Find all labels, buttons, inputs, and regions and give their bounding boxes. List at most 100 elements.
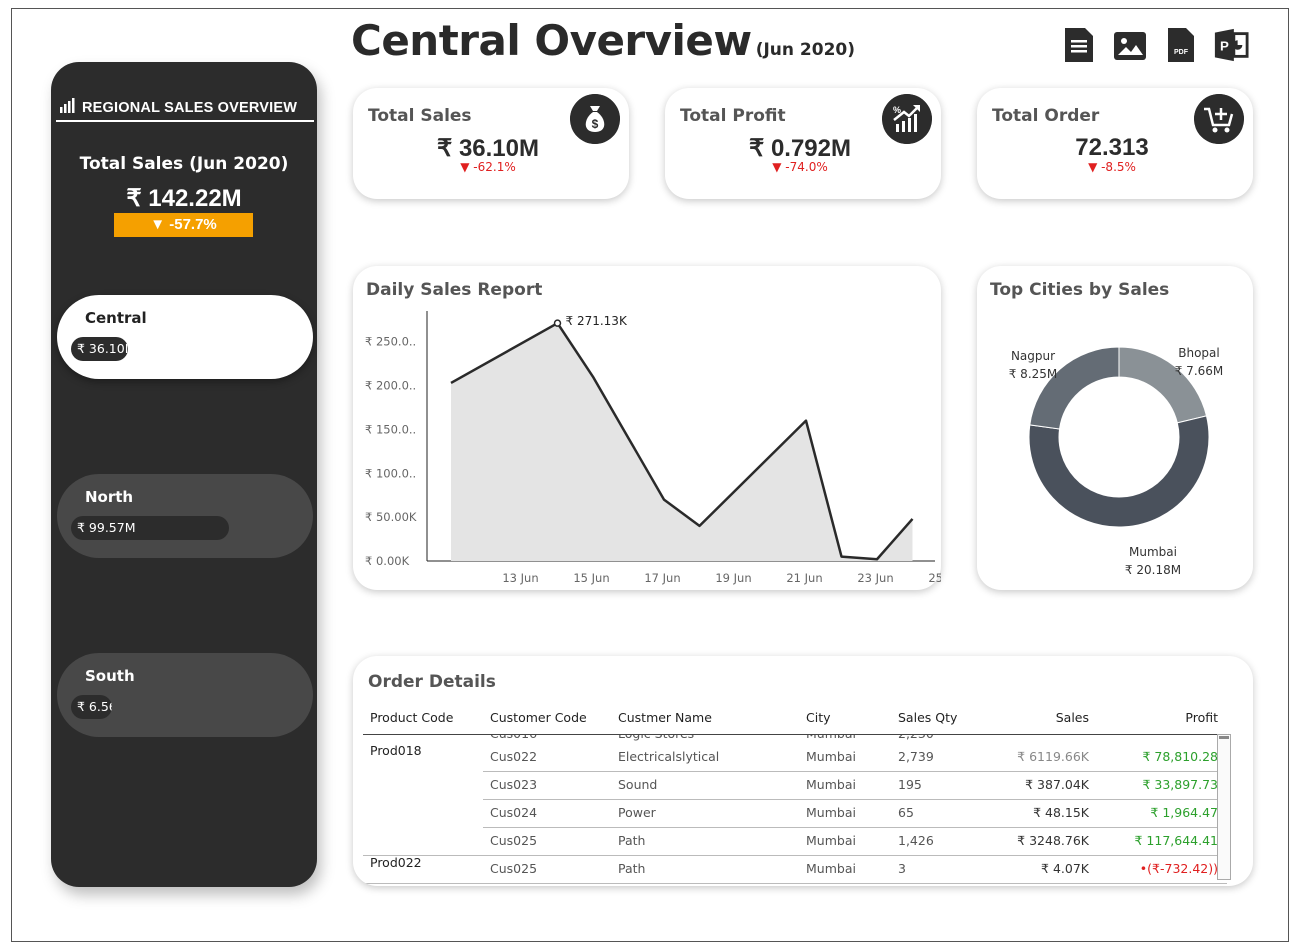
column-header: Sales bbox=[1055, 710, 1089, 725]
pdf-icon-text: PDF bbox=[1174, 49, 1189, 56]
table-cell: Cus024 bbox=[490, 805, 538, 820]
kpi-card-total-profit: Total Profit ₹ 0.792M ▼ -74.0% % bbox=[665, 88, 941, 199]
x-tick-label: 13 Jun bbox=[502, 571, 538, 585]
daily-sales-chart: ₹ 0.00K ₹ 50.00K ₹ 100.0.. ₹ 150.0.. ₹ 200.0… bbox=[365, 311, 941, 585]
bar-chart-icon bbox=[60, 98, 75, 113]
city-value-label: ₹ 7.66M bbox=[1175, 364, 1224, 378]
region-name: Central bbox=[85, 309, 147, 327]
table-cell: Electricalslytical bbox=[618, 749, 720, 764]
table-cell: Logic Stores bbox=[618, 735, 694, 741]
y-tick-label: ₹ 250.0.. bbox=[365, 335, 416, 349]
table-cell: Mumbai bbox=[806, 833, 856, 848]
profit-cell: ₹ 33,897.73 bbox=[1142, 777, 1218, 792]
daily-sales-title: Daily Sales Report bbox=[366, 280, 543, 300]
column-header: Profit bbox=[1185, 710, 1218, 725]
peak-marker bbox=[553, 319, 562, 327]
column-header: Sales Qty bbox=[898, 710, 958, 725]
page-title-main: Central Overview bbox=[351, 16, 752, 65]
city-name-label: Nagpur bbox=[1011, 349, 1055, 363]
table-cell: Mumbai bbox=[806, 805, 856, 820]
sales-cell: ₹ 6119.66K bbox=[1017, 749, 1089, 764]
total-sales-label: Total Sales (Jun 2020) bbox=[79, 154, 289, 174]
powerpoint-icon[interactable]: P bbox=[1213, 26, 1249, 64]
clipped-row: Cus016 Logic Stores Mumbai 2,230 bbox=[353, 735, 1223, 741]
row-divider bbox=[363, 883, 1227, 884]
table-cell: Sound bbox=[618, 777, 658, 792]
table-cell: Mumbai bbox=[806, 777, 856, 792]
image-icon[interactable] bbox=[1112, 26, 1148, 64]
table-cell: Cus025 bbox=[490, 833, 538, 848]
region-button-north[interactable]: North ₹ 99.57M bbox=[57, 474, 313, 558]
page-title: Central Overview (Jun 2020) bbox=[351, 16, 855, 65]
profit-cell: ₹ 1,964.47 bbox=[1150, 805, 1218, 820]
column-header: Custmer Name bbox=[618, 710, 712, 725]
table-cell: Path bbox=[618, 861, 646, 876]
kpi-label: Total Sales bbox=[368, 106, 472, 126]
row-divider bbox=[483, 799, 1227, 800]
top-cities-panel: Top Cities by Sales Bhopal ₹ 7.66M Mumbai ₹… bbox=[977, 266, 1253, 590]
region-sales-bar: ₹ 99.57M bbox=[71, 516, 229, 540]
x-tick-label: 25 Jun bbox=[928, 571, 941, 585]
total-sales-delta-badge: ▼ -57.7% bbox=[114, 213, 253, 237]
kpi-label: Total Profit bbox=[680, 106, 786, 126]
kpi-delta: ▼ -74.0% bbox=[772, 160, 828, 174]
sales-cell: ₹ 4.07K bbox=[1041, 861, 1089, 876]
row-divider bbox=[483, 771, 1227, 772]
table-cell: Cus016 bbox=[490, 735, 537, 741]
table-cell: Mumbai bbox=[806, 735, 856, 741]
kpi-value: 72.313 bbox=[1075, 134, 1149, 161]
regional-sidebar: REGIONAL SALES OVERVIEW Total Sales (Jun… bbox=[51, 62, 317, 887]
svg-text:%: % bbox=[893, 105, 901, 115]
column-header: City bbox=[806, 710, 831, 725]
table-scrollbar[interactable] bbox=[1217, 734, 1231, 880]
table-cell: 2,230 bbox=[898, 735, 934, 741]
y-tick-label: ₹ 0.00K bbox=[365, 554, 410, 568]
table-cell: 65 bbox=[898, 805, 914, 820]
cart-add-icon bbox=[1194, 94, 1244, 144]
profit-cell: ₹ 117,644.41 bbox=[1134, 833, 1219, 848]
sales-cell: ₹ 48.15K bbox=[1033, 805, 1089, 820]
table-cell: Power bbox=[618, 805, 656, 820]
x-tick-label: 19 Jun bbox=[715, 571, 751, 585]
profit-cell: •(₹-732.42)) bbox=[1139, 861, 1218, 876]
profit-chart-icon: % bbox=[882, 94, 932, 144]
sales-line bbox=[450, 321, 914, 561]
donut-slice-nagpur bbox=[1029, 346, 1120, 430]
donut-slice-mumbai bbox=[1028, 415, 1210, 528]
header-divider bbox=[363, 734, 1227, 735]
y-tick-label: ₹ 200.0.. bbox=[365, 379, 416, 393]
table-cell: Path bbox=[618, 833, 646, 848]
product-code-cell: Prod018 bbox=[370, 743, 422, 758]
kpi-value: ₹ 36.10M bbox=[437, 135, 539, 162]
dashboard-frame bbox=[11, 8, 1289, 942]
region-button-south[interactable]: South ₹ 6.56M bbox=[57, 653, 313, 737]
x-tick-label: 15 Jun bbox=[573, 571, 609, 585]
order-details-panel: Order Details Product Code Customer Code C… bbox=[353, 656, 1253, 886]
table-cell: Cus023 bbox=[490, 777, 538, 792]
sales-cell: ₹ 387.04K bbox=[1025, 777, 1089, 792]
region-name: North bbox=[85, 488, 134, 506]
pdf-icon[interactable]: PDF bbox=[1163, 26, 1199, 64]
peak-label: ₹ 271.13K bbox=[566, 314, 628, 328]
sales-area-fill bbox=[451, 323, 913, 561]
kpi-card-total-sales: Total Sales ₹ 36.10M ▼ -62.1% $ bbox=[353, 88, 629, 199]
table-cell: Mumbai bbox=[806, 861, 856, 876]
kpi-delta: ▼ -62.1% bbox=[460, 160, 516, 174]
scrollbar-thumb[interactable] bbox=[1219, 736, 1229, 739]
x-tick-label: 21 Jun bbox=[786, 571, 822, 585]
sales-cell: ₹ 3248.76K bbox=[1017, 833, 1089, 848]
ppt-icon-text: P bbox=[1220, 39, 1229, 54]
order-details-title: Order Details bbox=[368, 672, 496, 692]
city-name-label: Bhopal bbox=[1178, 346, 1219, 360]
table-cell: 2,739 bbox=[898, 749, 934, 764]
top-cities-donut-chart: Bhopal ₹ 7.66M Mumbai ₹ 20.18M Nagpur ₹ 8.25M bbox=[1009, 346, 1224, 577]
top-cities-title: Top Cities by Sales bbox=[990, 280, 1170, 300]
column-header: Customer Code bbox=[490, 710, 587, 725]
total-sales-value: ₹ 142.22M bbox=[126, 185, 242, 212]
city-name-label: Mumbai bbox=[1129, 545, 1177, 559]
table-cell: 3 bbox=[898, 861, 906, 876]
region-button-central[interactable]: Central ₹ 36.10M bbox=[57, 295, 313, 379]
y-tick-label: ₹ 150.0.. bbox=[365, 422, 416, 436]
document-icon[interactable] bbox=[1061, 26, 1097, 64]
table-cell: 1,426 bbox=[898, 833, 934, 848]
